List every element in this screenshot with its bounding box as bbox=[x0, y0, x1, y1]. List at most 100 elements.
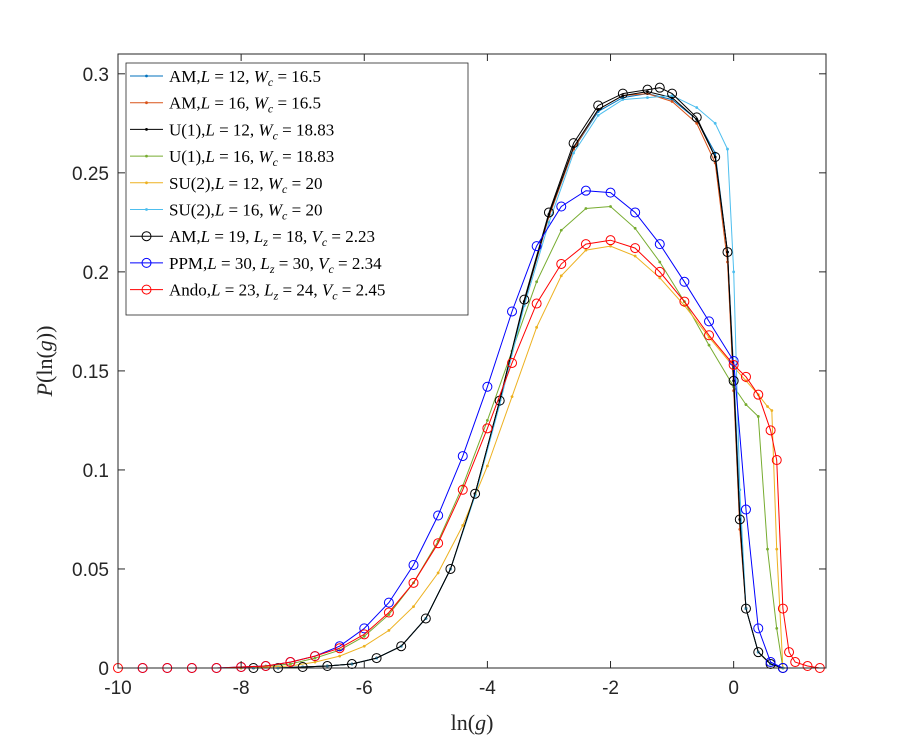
data-point bbox=[775, 547, 779, 551]
data-point bbox=[646, 90, 649, 94]
x-tick-label: 0 bbox=[728, 678, 739, 699]
data-point bbox=[433, 510, 444, 521]
data-point bbox=[522, 304, 526, 307]
x-tick-label: -8 bbox=[233, 678, 250, 699]
data-point bbox=[691, 112, 702, 123]
data-point bbox=[633, 226, 637, 230]
data-point bbox=[775, 626, 779, 630]
data-point bbox=[784, 647, 795, 658]
data-point bbox=[310, 651, 321, 662]
x-axis-label: ln(g) bbox=[451, 710, 494, 735]
legend-label: AM,L = 12, Wc = 16.5 bbox=[169, 67, 321, 89]
data-point bbox=[609, 244, 612, 248]
data-point bbox=[568, 138, 579, 149]
data-point bbox=[346, 659, 357, 670]
data-point bbox=[507, 306, 518, 317]
legend-marker bbox=[145, 101, 148, 105]
legend-marker bbox=[141, 257, 152, 268]
data-point bbox=[436, 571, 440, 575]
data-point bbox=[679, 296, 690, 307]
data-point bbox=[457, 484, 468, 495]
data-point bbox=[485, 464, 489, 468]
data-point bbox=[593, 100, 604, 111]
data-point bbox=[605, 235, 616, 246]
data-point bbox=[507, 357, 518, 368]
data-point bbox=[630, 243, 641, 254]
data-point bbox=[556, 201, 567, 212]
legend-item: AM,L = 19, Lz = 18, Vc = 2.23 bbox=[130, 227, 375, 249]
data-point bbox=[621, 94, 625, 97]
data-point bbox=[338, 654, 342, 658]
data-point bbox=[630, 207, 641, 218]
legend-label: SU(2),L = 12, Wc = 20 bbox=[169, 174, 322, 196]
data-point bbox=[777, 603, 788, 614]
data-point bbox=[766, 405, 769, 408]
data-point bbox=[605, 187, 616, 198]
x-tick-label: -2 bbox=[602, 678, 619, 699]
data-point bbox=[765, 657, 776, 668]
data-point bbox=[617, 88, 628, 99]
data-point bbox=[531, 298, 542, 309]
data-point bbox=[288, 662, 292, 666]
legend-label: U(1),L = 16, Wc = 18.83 bbox=[169, 147, 334, 169]
data-point bbox=[642, 84, 653, 95]
data-point bbox=[445, 563, 456, 574]
legend-item: AM,L = 12, Wc = 16.5 bbox=[130, 67, 321, 89]
data-point bbox=[519, 294, 530, 305]
data-point bbox=[679, 276, 690, 287]
data-point bbox=[771, 455, 782, 466]
data-point bbox=[740, 371, 751, 382]
legend-marker bbox=[145, 74, 148, 78]
data-point bbox=[753, 623, 764, 634]
x-tick-label: -10 bbox=[104, 678, 131, 699]
data-point bbox=[704, 316, 715, 327]
data-point bbox=[596, 114, 600, 117]
legend-label: AM,L = 19, Lz = 18, Vc = 2.23 bbox=[169, 227, 375, 249]
data-point bbox=[461, 523, 465, 527]
data-point bbox=[408, 577, 419, 588]
data-point bbox=[728, 375, 739, 386]
legend-marker bbox=[145, 127, 148, 131]
data-point bbox=[584, 207, 588, 210]
data-point bbox=[756, 415, 760, 418]
data-point bbox=[713, 121, 717, 125]
data-point bbox=[371, 653, 382, 664]
data-point bbox=[744, 403, 748, 406]
data-point bbox=[695, 106, 699, 109]
legend-item: AM,L = 16, Wc = 16.5 bbox=[130, 94, 321, 116]
legend-marker bbox=[141, 231, 152, 242]
data-point bbox=[543, 207, 554, 218]
data-point bbox=[535, 325, 539, 329]
legend-item: SU(2),L = 12, Wc = 20 bbox=[130, 174, 322, 196]
y-tick-label: 0.25 bbox=[72, 164, 109, 185]
data-point bbox=[766, 547, 769, 551]
legend-marker bbox=[145, 154, 148, 158]
data-point bbox=[621, 98, 625, 101]
series-line bbox=[118, 239, 820, 669]
data-point bbox=[408, 560, 419, 571]
legend-marker bbox=[145, 208, 148, 211]
y-axis-label: P(ln(g)) bbox=[32, 326, 57, 398]
data-point bbox=[722, 247, 733, 258]
data-point bbox=[547, 220, 551, 224]
legend-box bbox=[125, 62, 469, 316]
data-point bbox=[710, 151, 721, 162]
data-point bbox=[297, 662, 308, 673]
y-tick-label: 0.3 bbox=[83, 65, 109, 86]
legend-label: AM,L = 16, Wc = 16.5 bbox=[169, 94, 321, 116]
data-point bbox=[753, 647, 764, 658]
legend-label: SU(2),L = 16, Wc = 20 bbox=[169, 201, 322, 223]
data-point bbox=[704, 330, 715, 341]
data-point bbox=[359, 629, 370, 640]
data-point bbox=[734, 514, 745, 525]
data-point bbox=[559, 228, 563, 232]
legend-marker bbox=[141, 284, 152, 295]
y-tick-label: 0.1 bbox=[83, 461, 109, 482]
data-point bbox=[482, 381, 493, 392]
data-point bbox=[654, 239, 665, 250]
data-point bbox=[433, 538, 444, 549]
data-point bbox=[740, 603, 751, 614]
data-point bbox=[470, 488, 481, 499]
data-point bbox=[580, 239, 591, 250]
